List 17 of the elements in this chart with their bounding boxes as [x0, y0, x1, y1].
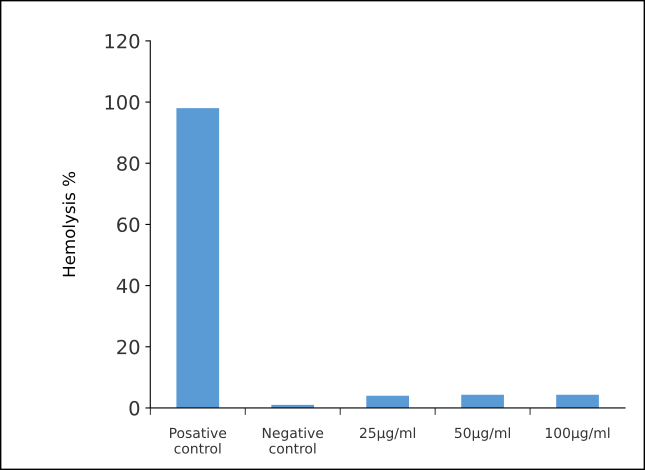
y-tick-label: 120 [106, 34, 140, 49]
x-tick-label: Posative control [170, 427, 226, 454]
y-tick-label: 0 [129, 400, 140, 416]
y-tick-label: 100 [106, 95, 140, 110]
y-tick-label: 60 [117, 217, 140, 232]
bar [176, 108, 220, 408]
bar [461, 394, 504, 408]
x-tick-label: Negative control [262, 427, 324, 454]
bar [556, 394, 599, 408]
y-tick-label: 40 [116, 278, 140, 294]
y-axis-title: Hemolysis % [62, 172, 78, 276]
x-tick-label: 100µg/ml [546, 427, 610, 441]
bar [366, 396, 410, 408]
x-tick-label: 25µg/ml [360, 427, 416, 441]
y-tick-label: 20 [117, 340, 140, 354]
x-tick-label: 50µg/ml [454, 427, 510, 441]
y-tick-label: 80 [117, 156, 140, 171]
